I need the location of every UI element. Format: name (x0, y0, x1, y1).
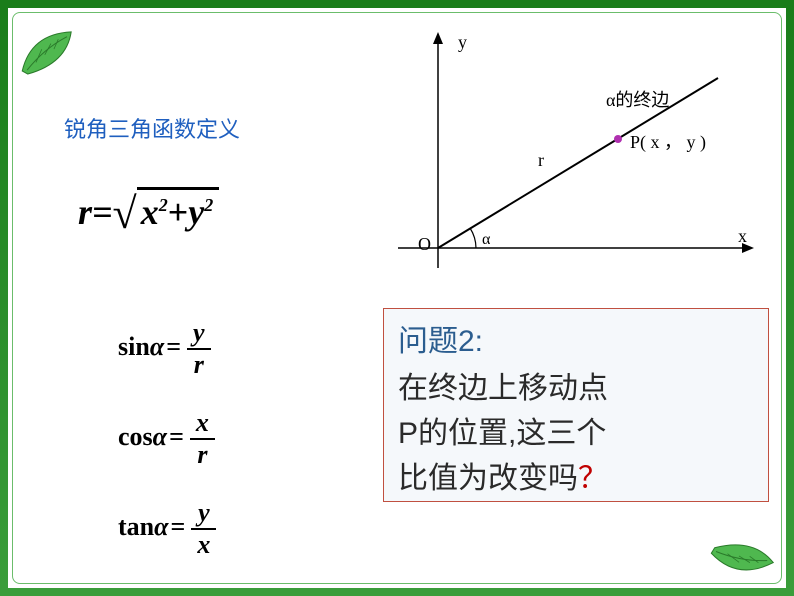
r-lhs: r (78, 192, 92, 232)
denominator: r (187, 350, 211, 380)
formula-tan: tanα=yx (118, 498, 216, 560)
point-p (614, 135, 622, 143)
eq-sign: = (169, 422, 184, 451)
exp: 2 (204, 195, 213, 215)
formula-cos: cosα=xr (118, 408, 215, 470)
slide-title: 锐角三角函数定义 (64, 112, 240, 144)
formula-sin: sinα=yr (118, 318, 211, 380)
sqrt-icon: √x2+y2 (113, 188, 220, 239)
alpha-label: α (482, 231, 491, 248)
alpha-sym: α (150, 332, 164, 361)
numerator: y (191, 498, 216, 530)
func-name: tan (118, 512, 154, 541)
origin-label: O (418, 234, 431, 254)
denominator: r (190, 440, 215, 470)
r-label: r (538, 150, 544, 170)
arrow-icon (433, 32, 443, 44)
exp: 2 (159, 195, 168, 215)
numerator: y (187, 318, 211, 350)
question-line: 比值为改变吗？ (398, 456, 754, 501)
fraction: yr (187, 318, 211, 380)
slide: 锐角三角函数定义 r=√x2+y2 sinα=yr cosα=xr tanα=y… (0, 0, 794, 596)
question-box: 问题2: 在终边上移动点 P的位置,这三个 比值为改变吗？ (383, 308, 769, 502)
x-label: x (738, 226, 747, 246)
eq-sign: = (166, 332, 181, 361)
eq-sign: = (171, 512, 186, 541)
denominator: x (191, 530, 216, 560)
question-mark: ？ (578, 462, 608, 495)
fraction: xr (190, 408, 215, 470)
func-name: sin (118, 332, 150, 361)
alpha-sym: α (154, 512, 168, 541)
func-name: cos (118, 422, 153, 451)
numerator: x (190, 408, 215, 440)
coordinate-graph: y x O α r α的终边 P( x ， y ) (378, 28, 768, 288)
terminal-ray (438, 78, 718, 248)
radicand-y: y (188, 192, 204, 232)
question-header: 问题2: (398, 319, 754, 364)
radicand-x: x (141, 192, 159, 232)
angle-arc (470, 228, 476, 248)
plus-sign: + (168, 192, 189, 232)
question-line: 在终边上移动点 (398, 366, 754, 411)
terminal-label: α的终边 (606, 90, 669, 110)
question-text: 比值为改变吗 (398, 462, 578, 495)
alpha-sym: α (153, 422, 167, 451)
point-label: P( x ， y ) (630, 132, 706, 153)
fraction: yx (191, 498, 216, 560)
question-line: P的位置,这三个 (398, 411, 754, 456)
y-label: y (458, 32, 467, 52)
formula-r: r=√x2+y2 (78, 188, 219, 239)
eq-sign: = (92, 192, 113, 232)
